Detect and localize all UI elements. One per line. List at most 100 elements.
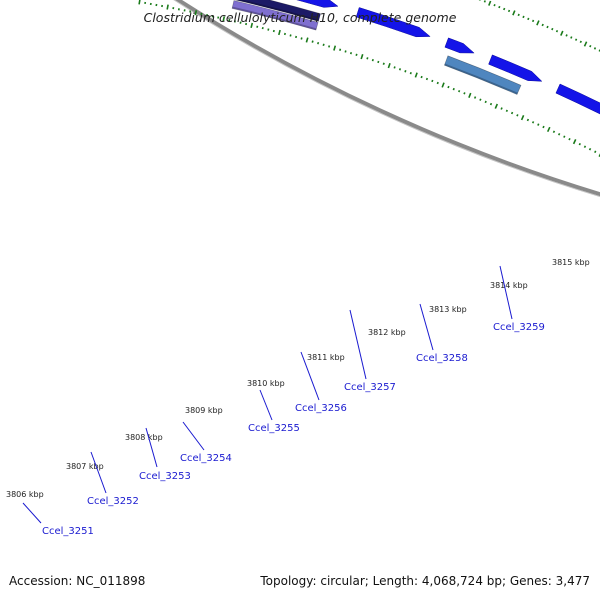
outer-tick — [593, 47, 597, 50]
tick-label: 3811 kbp — [307, 353, 345, 362]
inner-tick — [339, 48, 342, 51]
inner-tick — [557, 133, 561, 136]
inner-tick — [166, 4, 169, 10]
outer-tick — [574, 38, 578, 41]
inner-tick — [588, 147, 592, 151]
outer-tick — [579, 40, 582, 44]
outer-tick — [522, 15, 525, 19]
gene-label[interactable]: Ccel_3258 — [416, 353, 468, 364]
inner-tick — [355, 53, 358, 57]
inner-tick — [479, 98, 482, 101]
tick-label: 3814 kbp — [490, 281, 528, 290]
inner-tick — [420, 75, 423, 79]
outer-tick — [478, 0, 481, 1]
accession-text: Accession: NC_011898 — [9, 574, 146, 588]
gene-arrow[interactable] — [260, 0, 339, 8]
inner-tick — [289, 34, 292, 37]
inner-tick — [322, 43, 325, 47]
gene-label[interactable]: Ccel_3253 — [139, 471, 191, 482]
inner-tick — [239, 21, 242, 24]
outer-tick — [527, 17, 530, 21]
inner-tick — [222, 16, 226, 22]
feature-bar-shade — [232, 6, 317, 30]
gene-label[interactable]: Ccel_3252 — [87, 496, 139, 507]
inner-tick — [382, 62, 385, 65]
inner-tick — [484, 100, 487, 104]
inner-tick — [278, 29, 281, 36]
inner-tick — [516, 114, 519, 117]
tick-label: 3810 kbp — [247, 379, 285, 388]
backbone-line — [174, 0, 600, 197]
inner-tick-ring — [138, 0, 600, 157]
inner-tick — [360, 53, 364, 60]
inner-tick — [311, 40, 314, 43]
backbone-highlight — [173, 0, 600, 198]
inner-tick — [510, 111, 514, 115]
outer-tick — [507, 9, 511, 13]
inner-tick — [441, 82, 445, 88]
inner-tick — [267, 28, 270, 31]
gene-arrow[interactable] — [488, 54, 543, 82]
tick-label: 3815 kbp — [552, 258, 590, 267]
gene-label[interactable]: Ccel_3259 — [493, 322, 545, 333]
inner-tick — [228, 18, 231, 22]
inner-tick — [436, 81, 439, 85]
inner-tick — [409, 71, 412, 75]
outer-tick — [488, 0, 492, 6]
inner-tick — [261, 26, 264, 30]
genome-summary-text: Topology: circular; Length: 4,068,724 bp… — [260, 574, 590, 588]
inner-tick — [583, 145, 587, 148]
outer-tick — [551, 27, 554, 31]
gene-label[interactable]: Ccel_3257 — [344, 382, 396, 393]
outer-tick — [560, 30, 564, 36]
gene-label[interactable]: Ccel_3251 — [42, 526, 94, 537]
inner-tick — [537, 123, 540, 126]
label-layer: 3806 kbp 3807 kbp 3808 kbp 3809 kbp 3810 kbp… — [6, 258, 590, 537]
tick-label: 3812 kbp — [368, 328, 406, 337]
inner-tick — [552, 130, 556, 134]
gene-label[interactable]: Ccel_3255 — [248, 423, 300, 434]
inner-tick — [505, 109, 508, 112]
outer-tick — [555, 29, 559, 33]
outer-tick — [589, 44, 592, 48]
gene-leader-line — [145, 427, 158, 468]
inner-tick — [563, 135, 566, 138]
gene-leader-line — [499, 265, 513, 320]
feature-tracks — [231, 0, 600, 137]
inner-tick — [531, 121, 535, 124]
inner-tick — [546, 126, 551, 133]
outer-tick — [483, 0, 486, 3]
inner-tick — [344, 50, 347, 53]
inner-tick — [233, 20, 236, 23]
inner-tick — [398, 68, 402, 71]
gene-label[interactable]: Ccel_3256 — [295, 403, 347, 414]
inner-tick — [349, 51, 353, 55]
feature-bar-navy[interactable] — [234, 0, 321, 22]
gene-leader-line — [349, 309, 367, 380]
gene-arrow[interactable] — [555, 83, 600, 137]
inner-tick — [393, 66, 396, 69]
inner-tick — [431, 79, 434, 83]
gene-leader-line — [90, 451, 107, 494]
inner-tick — [283, 32, 286, 36]
outer-tick-ring — [478, 0, 600, 52]
inner-tick — [489, 102, 493, 106]
inner-tick — [377, 60, 380, 64]
feature-bar-steelblue[interactable] — [444, 55, 522, 95]
inner-tick — [414, 72, 418, 78]
gene-arrow[interactable] — [444, 37, 475, 54]
gene-leader-line — [182, 421, 205, 451]
outer-tick — [570, 36, 573, 39]
genome-backbone — [173, 0, 600, 198]
gene-arrow[interactable] — [355, 7, 431, 38]
inner-tick — [256, 25, 259, 28]
inner-tick — [305, 37, 309, 43]
tick-label: 3809 kbp — [185, 406, 223, 415]
inner-tick — [328, 45, 331, 48]
outer-tick — [565, 34, 568, 37]
outer-tick — [583, 41, 588, 47]
gene-label[interactable]: Ccel_3254 — [180, 453, 232, 464]
inner-tick — [458, 90, 461, 93]
feature-bar-purple[interactable] — [231, 0, 319, 31]
